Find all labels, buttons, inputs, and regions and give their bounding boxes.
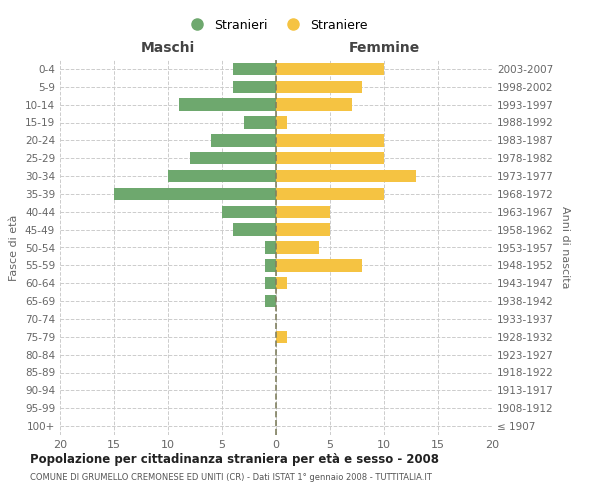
Bar xyxy=(276,188,384,200)
Bar xyxy=(276,170,416,182)
Bar xyxy=(276,134,384,146)
Bar xyxy=(265,242,276,254)
Bar xyxy=(190,152,276,164)
Bar xyxy=(276,224,330,236)
Bar xyxy=(179,98,276,111)
Bar xyxy=(233,224,276,236)
Text: Maschi: Maschi xyxy=(141,41,195,55)
Bar xyxy=(114,188,276,200)
Text: Popolazione per cittadinanza straniera per età e sesso - 2008: Popolazione per cittadinanza straniera p… xyxy=(30,452,439,466)
Bar xyxy=(211,134,276,146)
Bar xyxy=(265,259,276,272)
Bar xyxy=(233,62,276,75)
Bar xyxy=(276,116,287,128)
Bar xyxy=(222,206,276,218)
Bar xyxy=(244,116,276,128)
Text: Femmine: Femmine xyxy=(349,41,419,55)
Bar xyxy=(276,277,287,289)
Bar xyxy=(276,152,384,164)
Bar xyxy=(233,80,276,93)
Legend: Stranieri, Straniere: Stranieri, Straniere xyxy=(179,14,373,37)
Bar xyxy=(276,62,384,75)
Bar xyxy=(168,170,276,182)
Text: COMUNE DI GRUMELLO CREMONESE ED UNITI (CR) - Dati ISTAT 1° gennaio 2008 - TUTTIT: COMUNE DI GRUMELLO CREMONESE ED UNITI (C… xyxy=(30,472,432,482)
Bar xyxy=(276,330,287,343)
Bar xyxy=(276,242,319,254)
Bar xyxy=(276,80,362,93)
Y-axis label: Fasce di età: Fasce di età xyxy=(10,214,19,280)
Bar xyxy=(276,98,352,111)
Bar xyxy=(265,277,276,289)
Y-axis label: Anni di nascita: Anni di nascita xyxy=(560,206,570,289)
Bar xyxy=(276,259,362,272)
Bar xyxy=(265,295,276,308)
Bar xyxy=(276,206,330,218)
